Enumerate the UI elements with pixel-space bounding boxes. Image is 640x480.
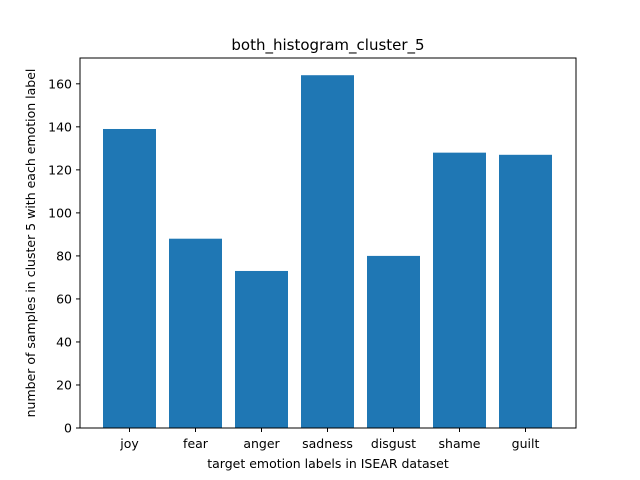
x-tick-label: guilt (512, 436, 540, 451)
y-tick-label: 80 (56, 248, 72, 263)
bar-sadness (301, 75, 354, 429)
y-tick-label: 0 (64, 421, 72, 436)
y-tick-label: 20 (56, 377, 72, 392)
chart-title: both_histogram_cluster_5 (231, 36, 424, 55)
x-tick-label: anger (243, 436, 280, 451)
bar-disgust (367, 255, 420, 428)
x-tick-label: shame (439, 436, 481, 451)
bar-fear (169, 238, 222, 428)
bar-shame (433, 152, 486, 428)
x-tick-label: joy (119, 436, 139, 451)
y-tick-label: 160 (48, 76, 72, 91)
x-axis-label: target emotion labels in ISEAR dataset (207, 456, 449, 471)
y-axis-ticks: 0 20 40 60 80 100 120 140 160 (48, 76, 80, 436)
plot-frame (79, 57, 577, 429)
x-axis-ticks: joy fear anger sadness disgust shame guilt (119, 428, 539, 451)
y-tick-label: 140 (48, 119, 72, 134)
x-tick-label: disgust (371, 436, 416, 451)
y-tick-label: 60 (56, 291, 72, 306)
x-tick-label: sadness (302, 436, 353, 451)
y-tick-label: 120 (48, 162, 72, 177)
bar-joy (103, 128, 156, 428)
bars-group (103, 75, 552, 429)
y-axis-label: number of samples in cluster 5 with each… (23, 69, 38, 418)
bar-anger (235, 270, 288, 428)
y-tick-label: 100 (48, 205, 72, 220)
y-tick-label: 40 (56, 334, 72, 349)
bar-guilt (499, 154, 552, 429)
x-tick-label: fear (183, 436, 209, 451)
